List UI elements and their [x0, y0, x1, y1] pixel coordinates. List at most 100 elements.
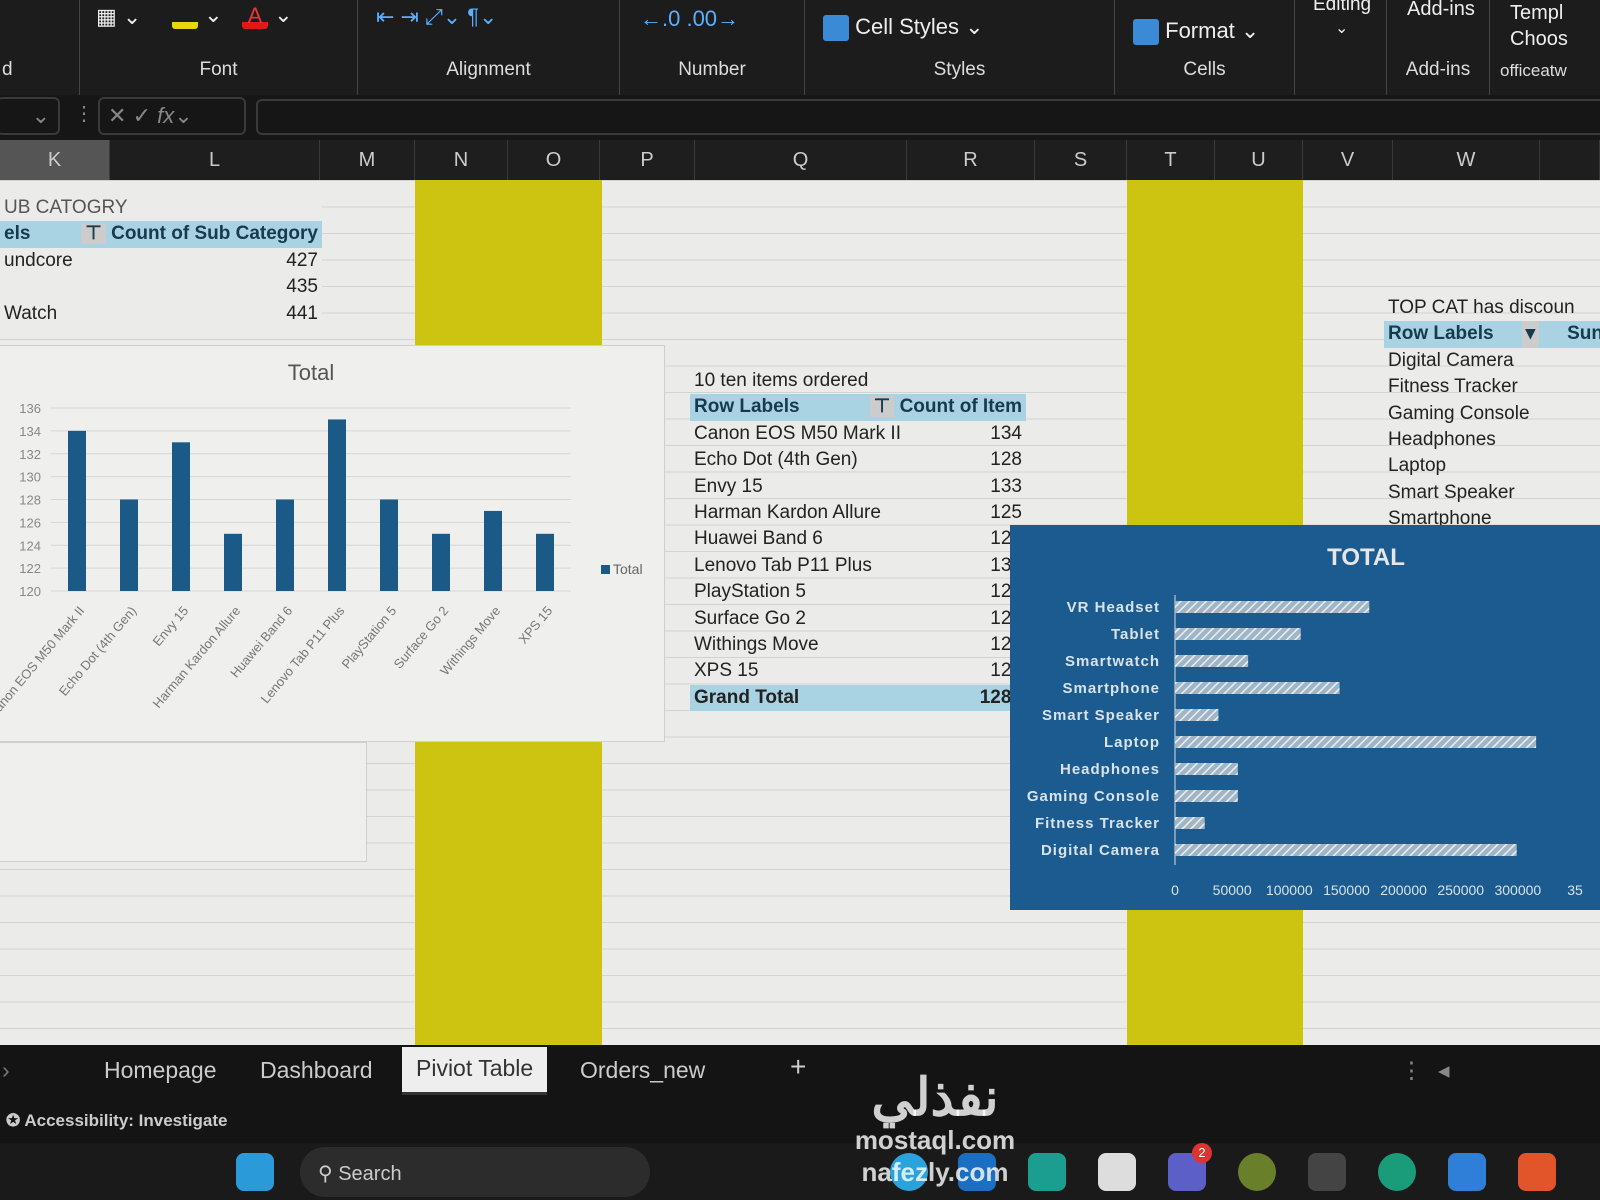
filter-icon[interactable]: ⊤ [81, 223, 106, 245]
cell-styles-button[interactable]: Cell Styles ⌄ [823, 14, 984, 42]
sheet-tab-homepage[interactable]: Homepage [104, 1057, 217, 1083]
notification-badge: 2 [1192, 1143, 1212, 1163]
column-header[interactable]: W [1393, 140, 1540, 180]
accessibility-status[interactable]: ✪ Accessibility: Investigate [6, 1111, 227, 1131]
ribbon-group-addins: Add-ins Add-ins [1387, 0, 1490, 95]
borders-button[interactable]: ▦ ⌄ [96, 4, 142, 29]
pivot-sub-category[interactable]: UB CATOGRY els ⊤ Count of Sub Category u… [0, 195, 322, 327]
enter-icon[interactable]: ✓ [132, 103, 151, 128]
grand-total-label: Grand Total [694, 686, 800, 708]
templates-label-2: Choos [1510, 28, 1568, 50]
row-label: XPS 15 [694, 660, 759, 682]
y-tick-label: Gaming Console [1027, 788, 1160, 805]
y-tick-label: Tablet [1111, 626, 1160, 643]
x-tick-label: 35 [1567, 882, 1583, 898]
scroll-left-icon[interactable]: ◂ [1438, 1057, 1450, 1083]
pivot-row[interactable]: Surface Go 2 125 [690, 606, 1026, 632]
column-header[interactable]: U [1215, 140, 1303, 180]
column-header[interactable]: P [600, 140, 695, 180]
pivot-row[interactable]: PlayStation 5 128 [690, 579, 1026, 605]
dropdown-icon[interactable]: ▾ [1521, 321, 1540, 348]
more-options-icon[interactable]: ⋮ [1400, 1057, 1423, 1083]
pivot-row[interactable]: Gaming Console [1384, 401, 1600, 427]
ribbon: d ▦ ⌄ ⌄ A ⌄ Font ⇤ ⇥ ⤢⌄ ¶⌄ Alignment ←.0… [0, 0, 1600, 95]
pivot-row[interactable]: Withings Move 127 [690, 632, 1026, 658]
more-options-icon[interactable]: ⋮ [74, 103, 94, 125]
column-header[interactable]: T [1127, 140, 1215, 180]
pivot-row[interactable]: Smart Speaker [1384, 480, 1600, 506]
bar [536, 533, 554, 591]
pivot-row[interactable]: Envy 15 133 [690, 474, 1026, 500]
row-label: Watch [4, 302, 58, 324]
chart-items-total[interactable]: Total 120 122 124 126 128 130 132 134 136 Canon EO… [0, 345, 665, 742]
column-header[interactable]: M [320, 140, 415, 180]
pivot-row[interactable]: Laptop [1384, 453, 1600, 479]
insert-function-button[interactable]: fx [157, 103, 175, 128]
ribbon-group-editing[interactable]: Editing ⌄ [1295, 0, 1387, 95]
column-header[interactable]: L [110, 140, 320, 180]
column-header[interactable] [1540, 140, 1600, 180]
addins-button[interactable]: Add-ins [1407, 0, 1475, 20]
filter-icon[interactable]: ⊤ [869, 396, 895, 418]
pivot-row[interactable]: Headphones [1384, 427, 1600, 453]
scroll-tabs-icon[interactable]: › [2, 1057, 10, 1083]
group-label-styles: Styles [933, 59, 986, 80]
telegram-icon[interactable] [890, 1153, 928, 1191]
decimal-buttons[interactable]: ←.0 .00→ [640, 6, 740, 31]
pivot-row[interactable]: Huawei Band 6 128 [690, 526, 1026, 552]
column-header[interactable]: V [1303, 140, 1393, 180]
sheet-tab-piviot-table[interactable]: Piviot Table [402, 1047, 548, 1095]
bar [1175, 844, 1517, 856]
name-box[interactable]: ⌄ [0, 97, 60, 135]
column-header[interactable]: S [1035, 140, 1127, 180]
app-icon[interactable] [1308, 1153, 1346, 1191]
add-sheet-button[interactable]: + [790, 1051, 807, 1082]
font-color-button[interactable]: A ⌄ [242, 2, 293, 30]
y-tick-label: 132 [19, 447, 41, 462]
editing-button[interactable]: Editing [1313, 0, 1372, 15]
sheet-tab-dashboard[interactable]: Dashboard [260, 1057, 373, 1083]
arduino-icon[interactable] [1028, 1153, 1066, 1191]
column-header[interactable]: K [0, 140, 110, 180]
pivot-items-ordered[interactable]: 10 ten items ordered Row Labels ⊤ Count … [690, 368, 1026, 712]
outlook-icon[interactable] [1448, 1153, 1486, 1191]
pivot-row[interactable]: Watch 441 [0, 301, 322, 327]
teams-icon[interactable]: 2 [1168, 1143, 1212, 1191]
pivot-row[interactable]: XPS 15 125 [690, 658, 1026, 684]
y-tick-label: Smart Speaker [1042, 707, 1160, 724]
column-header[interactable]: N [415, 140, 508, 180]
pivot-row[interactable]: Smartphone [1384, 506, 1600, 532]
app-icon[interactable] [1518, 1153, 1556, 1191]
taskbar-search[interactable]: ⚲ Search [300, 1147, 650, 1197]
pivot-row[interactable]: 435 [0, 274, 322, 300]
indent-buttons[interactable]: ⇤ ⇥ ⤢⌄ ¶⌄ [376, 4, 498, 29]
pivot-row[interactable]: Lenovo Tab P11 Plus 135 [690, 553, 1026, 579]
column-header[interactable]: O [508, 140, 600, 180]
chart-category-total[interactable]: TOTAL VR Headset Tablet Smartwatch Smartphon… [1010, 525, 1600, 910]
app-icon[interactable] [1238, 1153, 1276, 1191]
column-header[interactable]: Q [695, 140, 907, 180]
fill-color-button[interactable]: ⌄ [172, 2, 223, 30]
format-button[interactable]: Format ⌄ [1133, 18, 1259, 46]
vscode-icon[interactable] [958, 1153, 996, 1191]
accessibility-label: Accessibility: Investigate [24, 1111, 228, 1130]
row-label: Huawei Band 6 [694, 528, 823, 550]
pivot-row[interactable]: undcore 427 [0, 248, 322, 274]
pivot-row[interactable]: Harman Kardon Allure 125 [690, 500, 1026, 526]
cancel-icon[interactable]: ✕ [108, 103, 127, 128]
pivot-row[interactable]: Echo Dot (4th Gen) 128 [690, 447, 1026, 473]
pivot-top-category[interactable]: TOP CAT has discoun Row Labels ▾ Sun Dig… [1384, 295, 1600, 533]
edge-icon[interactable] [1378, 1153, 1416, 1191]
pivot-row[interactable]: Digital Camera [1384, 348, 1600, 374]
x-tick-label: 100000 [1266, 882, 1313, 898]
pivot-row[interactable]: Fitness Tracker [1384, 374, 1600, 400]
windows-start-icon[interactable] [236, 1153, 274, 1191]
row-labels-header: Row Labels [1388, 323, 1494, 345]
templates-button[interactable]: Templ Choos [1510, 0, 1568, 52]
pivot-row[interactable]: Canon EOS M50 Mark II 134 [690, 421, 1026, 447]
sheet-tab-orders-new[interactable]: Orders_new [580, 1057, 706, 1083]
row-label: Lenovo Tab P11 Plus [694, 554, 872, 576]
formula-input[interactable] [256, 99, 1600, 135]
store-icon[interactable] [1098, 1153, 1136, 1191]
column-header[interactable]: R [907, 140, 1035, 180]
